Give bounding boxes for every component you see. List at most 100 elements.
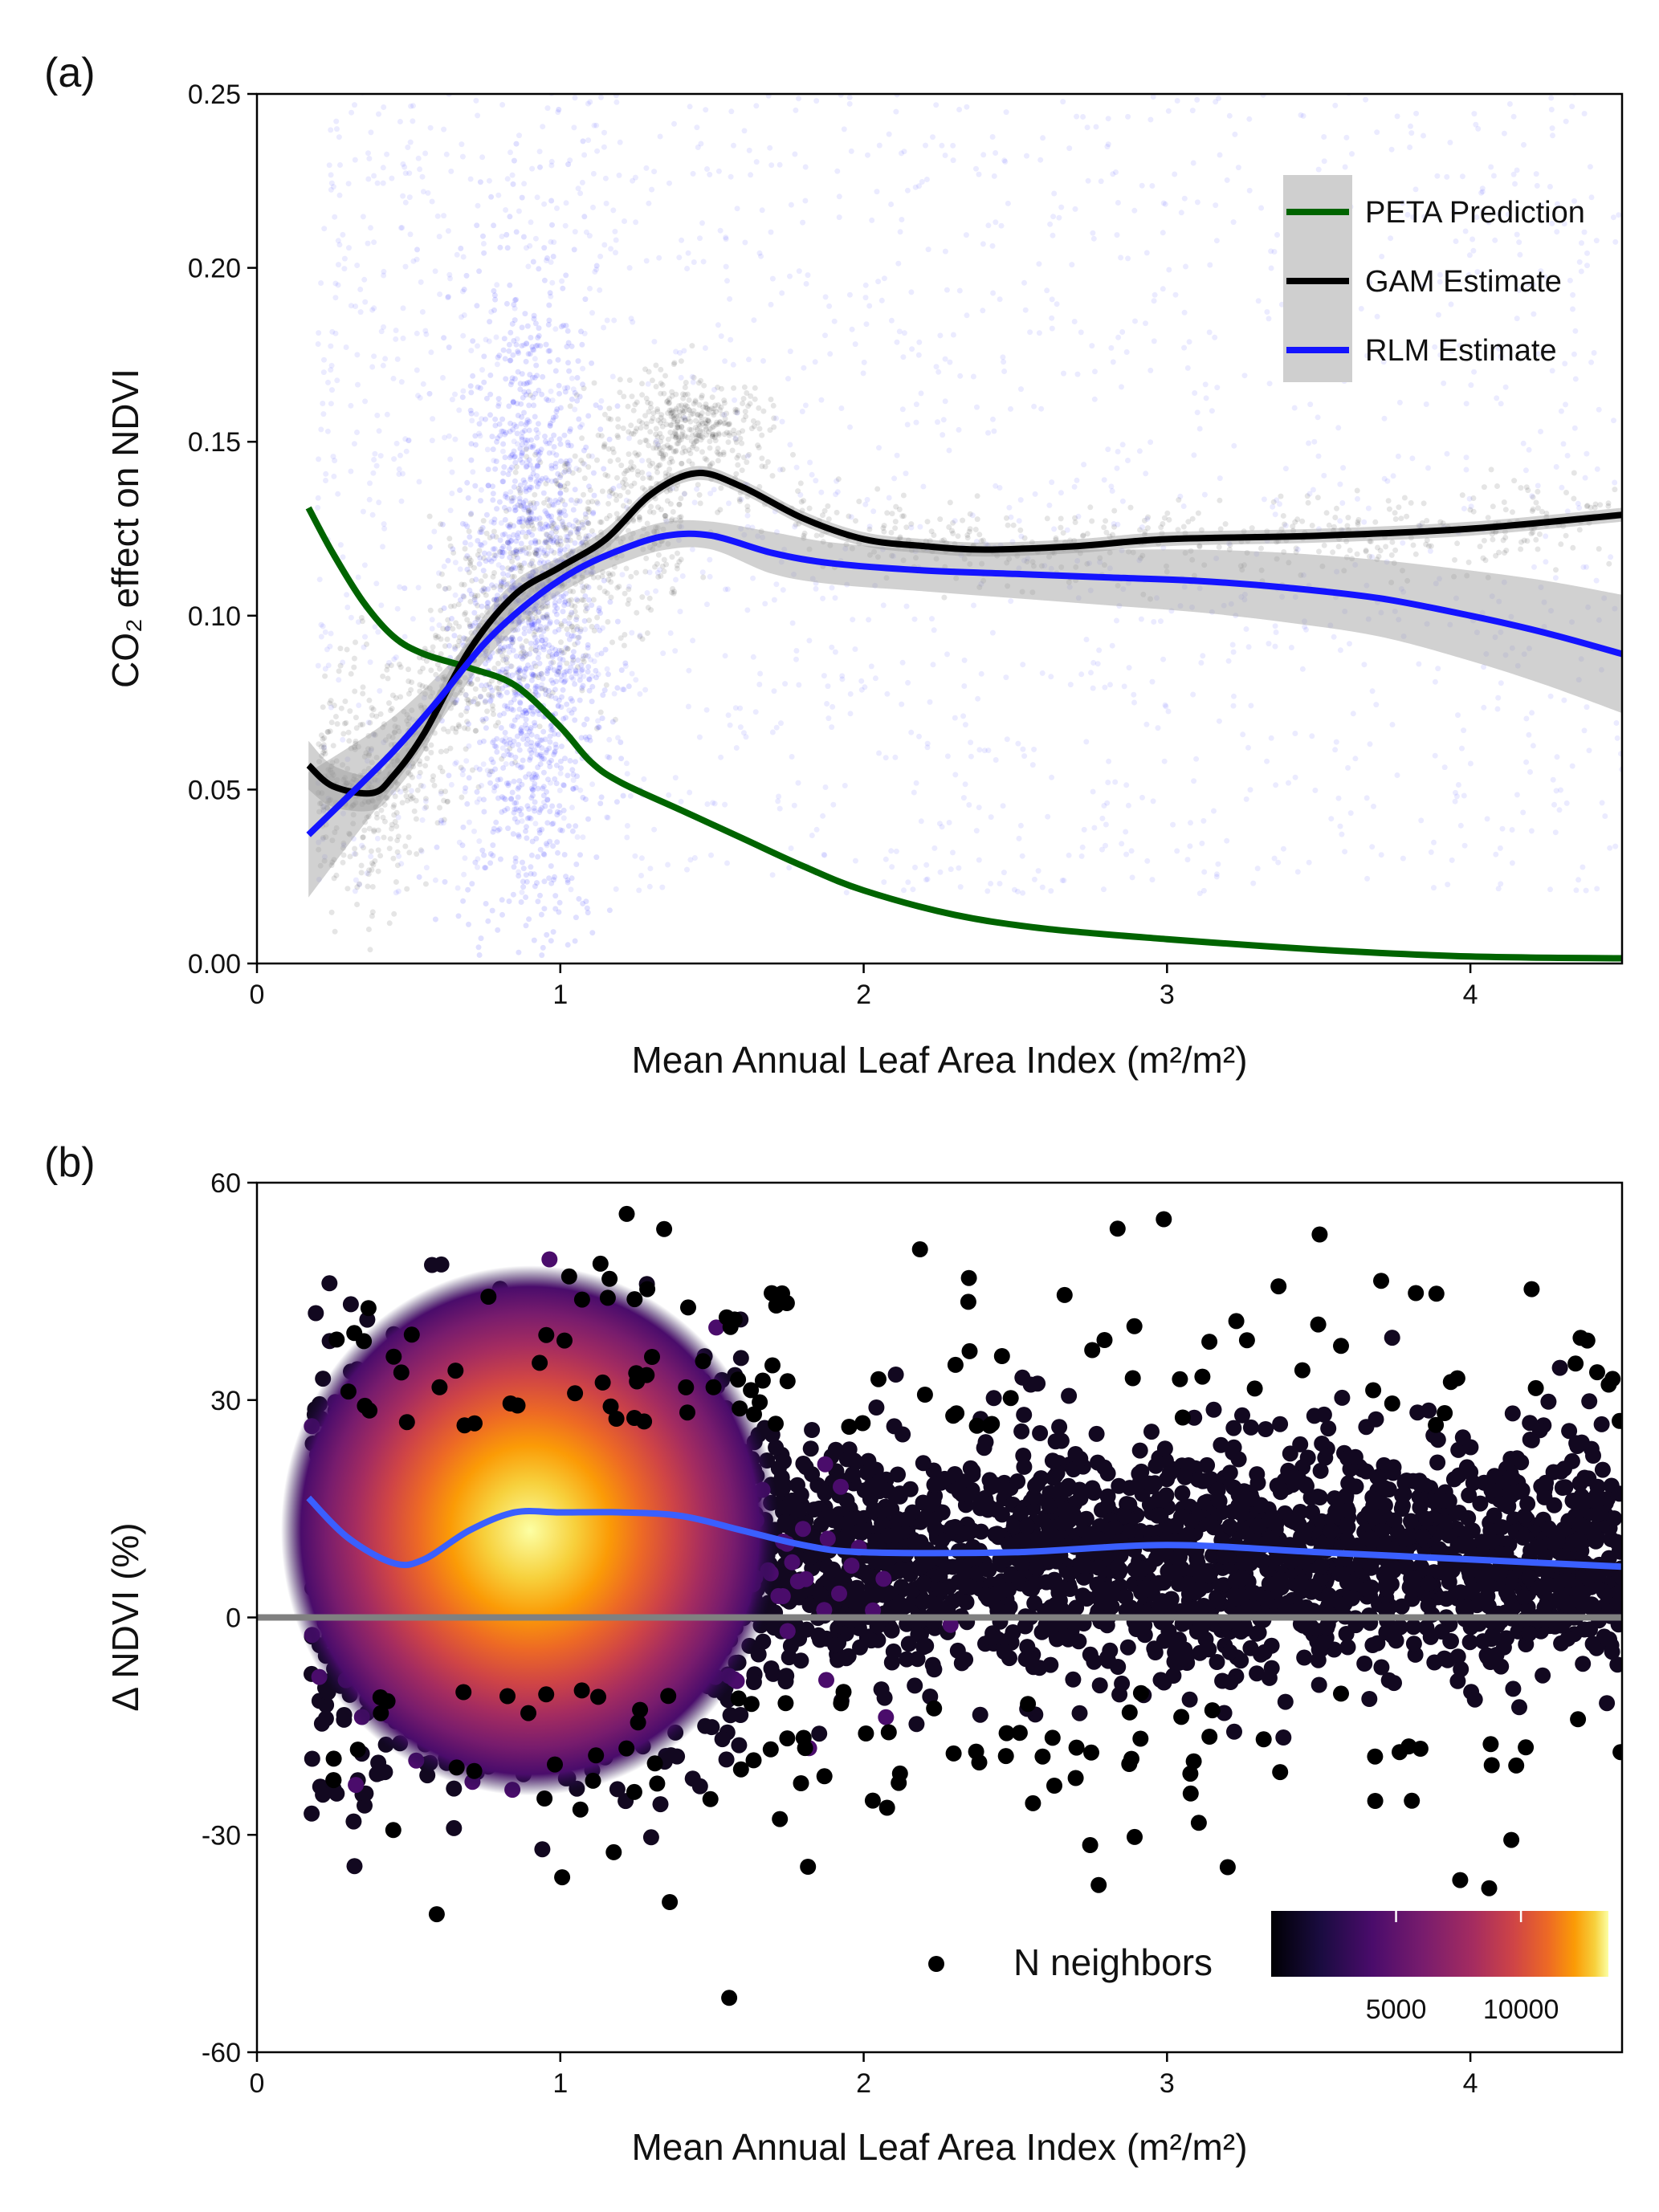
scatter-point (318, 732, 324, 739)
scatter-point (604, 666, 610, 672)
scatter-point (1571, 198, 1577, 204)
scatter-point (543, 594, 549, 601)
scatter-point (503, 582, 510, 588)
scatter-point (366, 867, 373, 874)
scatter-point (1038, 405, 1045, 412)
scatter-point (1090, 788, 1096, 795)
scatter-point (438, 820, 444, 826)
scatter-point (485, 483, 491, 489)
scatter-point (508, 498, 515, 504)
scatter-point (1141, 517, 1147, 523)
scatter-point (1047, 82, 1053, 88)
scatter-point (462, 725, 467, 731)
scatter-point (1473, 121, 1479, 128)
scatter-point (687, 857, 694, 863)
scatter-point (865, 152, 870, 158)
scatter-point (381, 80, 386, 86)
scatter-point (335, 491, 341, 497)
scatter-point (1530, 743, 1536, 749)
scatter-point (533, 426, 540, 433)
scatter-point (330, 743, 336, 749)
scatter-point (354, 263, 361, 268)
scatter-point (520, 430, 526, 436)
scatter-point (479, 542, 485, 548)
scatter-point (484, 600, 491, 606)
scatter-point (1004, 560, 1010, 566)
scatter-point (675, 550, 680, 556)
scatter-point (522, 609, 528, 616)
scatter-point (1363, 582, 1370, 589)
scatter-point (1392, 510, 1398, 516)
scatter-point (322, 673, 328, 679)
scatter-point (807, 459, 813, 466)
scatter-point (566, 614, 573, 621)
scatter-point (476, 421, 483, 427)
scatter-point (586, 483, 592, 490)
scatter-point (540, 851, 547, 857)
scatter-point (562, 502, 569, 508)
scatter-point (537, 892, 543, 898)
scatter-point (876, 750, 882, 756)
scatter-point (1541, 624, 1547, 629)
scatter-point (328, 362, 335, 369)
scatter-point (1147, 596, 1153, 602)
scatter-point (1190, 691, 1196, 698)
scatter-point (1106, 758, 1112, 764)
scatter-point (491, 743, 498, 749)
scatter-point (1363, 795, 1370, 801)
scatter-point (896, 328, 903, 335)
scatter-point (528, 731, 535, 738)
scatter-point (323, 834, 329, 841)
scatter-point (1503, 548, 1510, 554)
scatter-point (562, 512, 569, 519)
scatter-point (645, 381, 651, 387)
scatter-point (1189, 108, 1196, 114)
scatter-point (598, 529, 604, 536)
scatter-point (1367, 741, 1373, 748)
scatter-point (417, 688, 423, 695)
scatter-point (628, 483, 634, 489)
scatter-point (553, 651, 560, 658)
scatter-point (516, 619, 523, 625)
scatter-point (1461, 792, 1467, 799)
scatter-point (524, 824, 529, 830)
scatter-point (536, 387, 542, 393)
scatter-point (531, 784, 537, 790)
scatter-point (502, 431, 508, 438)
scatter-point (337, 542, 344, 548)
scatter-point (378, 328, 385, 335)
scatter-point (532, 551, 539, 557)
scatter-point (671, 590, 677, 597)
scatter-point (659, 884, 666, 890)
scatter-point (1264, 758, 1270, 764)
scatter-point (1455, 712, 1461, 719)
scatter-point (1364, 352, 1371, 359)
scatter-point (639, 594, 646, 601)
scatter-point (477, 694, 483, 699)
scatter-point (1154, 595, 1160, 601)
scatter-point (483, 698, 488, 704)
scatter-point (581, 653, 587, 659)
scatter-point (695, 145, 701, 150)
scatter-point (351, 776, 357, 783)
scatter-point (1531, 564, 1537, 570)
scatter-point (548, 727, 554, 733)
scatter-point (1056, 214, 1062, 221)
scatter-point (472, 620, 479, 626)
scatter-point (425, 189, 431, 196)
scatter-point (1453, 789, 1458, 796)
scatter-point (1461, 842, 1468, 849)
scatter-point (813, 98, 820, 104)
scatter-point (578, 667, 585, 674)
scatter-point (406, 666, 411, 673)
scatter-point (577, 628, 584, 634)
scatter-point (933, 102, 940, 108)
scatter-point (555, 109, 561, 116)
scatter-point (684, 866, 690, 873)
scatter-point (1328, 816, 1335, 822)
scatter-point (507, 554, 513, 560)
scatter-point (511, 495, 517, 501)
scatter-point (489, 582, 495, 589)
scatter-point (1268, 265, 1274, 271)
scatter-point (487, 654, 493, 660)
